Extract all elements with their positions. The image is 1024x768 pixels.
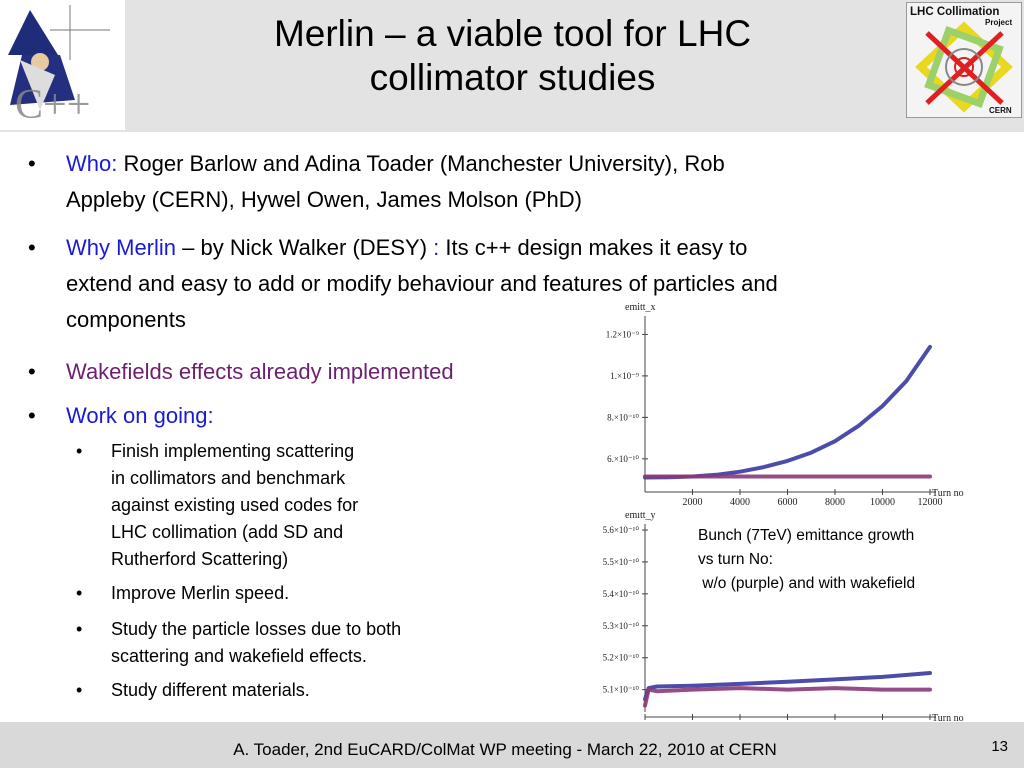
caption-line2: vs turn No: [698, 551, 773, 568]
x-tick-label: 8000 [825, 497, 845, 508]
why-colon: : [433, 235, 440, 260]
x-tick-label: 6000 [778, 497, 798, 508]
cpp-wizard-logo: C++ [0, 0, 125, 130]
x-tick-label: 12000 [918, 497, 943, 508]
s1-line1: Finish implementing scattering [111, 441, 355, 461]
footer-text: A. Toader, 2nd EuCARD/ColMat WP meeting … [233, 740, 777, 759]
chart-emitt-x-svg: emitt_x Turn no 2000 4000 6000 8000 10000 12000… [606, 302, 964, 508]
x-axis-label: Turn no [932, 488, 964, 499]
y-tick-label: 8.×10⁻¹⁰ [607, 412, 639, 422]
who-line1: Roger Barlow and Adina Toader (Mancheste… [117, 151, 725, 176]
s3-line1: Study the particle losses due to both [111, 619, 402, 639]
logo-line3: CERN [989, 106, 1012, 115]
series-line-0 [643, 671, 932, 702]
sub-bullet-scattering-text: Finish implementing scattering in collim… [111, 438, 496, 573]
why-label: Why Merlin [66, 235, 177, 260]
s2-text: Improve Merlin speed. [111, 583, 290, 603]
logo-line1: LHC Collimation [910, 6, 999, 18]
x-axis-label: Turn no [932, 713, 964, 724]
who-label: Who: [66, 151, 118, 176]
s1-line2: in collimators and benchmark [111, 468, 346, 488]
title-line2: collimator studies [369, 57, 656, 98]
y-tick-label: 6.×10⁻¹⁰ [607, 454, 639, 464]
y-tick-label: 1.2×10⁻⁹ [606, 329, 639, 339]
y-tick-label: 1.×10⁻⁹ [610, 371, 639, 381]
why-line3: components [66, 307, 186, 332]
title-line1: Merlin – a viable tool for LHC [273, 13, 752, 54]
work-text: Work on going: [66, 403, 214, 428]
y-tick-label: 5.5×10⁻¹⁰ [603, 557, 640, 567]
slide-title: Merlin – a viable tool for LHC collimato… [150, 12, 875, 100]
sub-bullet-marker: • [76, 441, 83, 461]
chart-emitt-x: emitt_x Turn no 2000 4000 6000 8000 10000 12000… [588, 300, 983, 515]
why-line1-rest: Its c++ design makes it easy to [439, 235, 748, 260]
x-tick-label: 2000 [683, 497, 703, 508]
sub-bullet-marker: • [76, 680, 83, 700]
y-tick-label: 5.6×10⁻¹⁰ [603, 525, 640, 535]
chart-caption: Bunch (7TeV) emittance growth vs turn No… [698, 524, 988, 596]
wakefields-text: Wakefields effects already implemented [66, 359, 454, 384]
bullet-marker: • [28, 403, 36, 428]
y-tick-label: 5.1×10⁻¹⁰ [603, 685, 640, 695]
y-axis-label: emitt_x [625, 302, 656, 313]
bullet-why-text: Why Merlin – by Nick Walker (DESY) : Its… [66, 230, 1001, 338]
sub-bullet-marker: • [76, 583, 83, 603]
caption-line1: Bunch (7TeV) emittance growth [698, 527, 915, 544]
s1-line4: LHC collimation (add SD and [111, 522, 344, 542]
bullet-marker: • [28, 235, 36, 260]
logo-line2: Project [985, 18, 1012, 27]
why-mid: – by Nick Walker (DESY) [176, 235, 434, 260]
who-line2: Appleby (CERN), Hywel Owen, James Molson… [66, 187, 582, 212]
why-line2: extend and easy to add or modify behavio… [66, 271, 778, 296]
sub-bullet-losses-text: Study the particle losses due to both sc… [111, 616, 496, 670]
y-axis-label: emitt_y [625, 512, 656, 521]
series-line-0 [643, 344, 932, 480]
lhc-collimation-logo: LHC Collimation Project CERN [906, 2, 1022, 118]
x-tick-label: 10000 [870, 497, 895, 508]
bullet-marker: • [28, 151, 36, 176]
y-tick-label: 5.3×10⁻¹⁰ [603, 621, 640, 631]
s3-line2: scattering and wakefield effects. [111, 646, 367, 666]
series-line-1 [643, 686, 932, 708]
header-bar [0, 0, 1024, 132]
s1-line5: Rutherford Scattering) [111, 549, 289, 569]
s1-line3: against existing used codes for [111, 495, 359, 515]
y-tick-label: 5.4×10⁻¹⁰ [603, 589, 640, 599]
y-tick-label: 5.2×10⁻¹⁰ [603, 653, 640, 663]
footer-bar [0, 722, 1024, 768]
bullet-marker: • [28, 359, 36, 384]
bullet-who-text: Who: Roger Barlow and Adina Toader (Manc… [66, 146, 996, 218]
cpp-logo-text: C++ [15, 82, 90, 128]
page-number: 13 [991, 738, 1008, 755]
x-tick-label: 4000 [730, 497, 750, 508]
sub-bullet-marker: • [76, 619, 83, 639]
s4-text: Study different materials. [111, 680, 310, 700]
caption-line3: w/o (purple) and with wakefield [698, 575, 916, 592]
